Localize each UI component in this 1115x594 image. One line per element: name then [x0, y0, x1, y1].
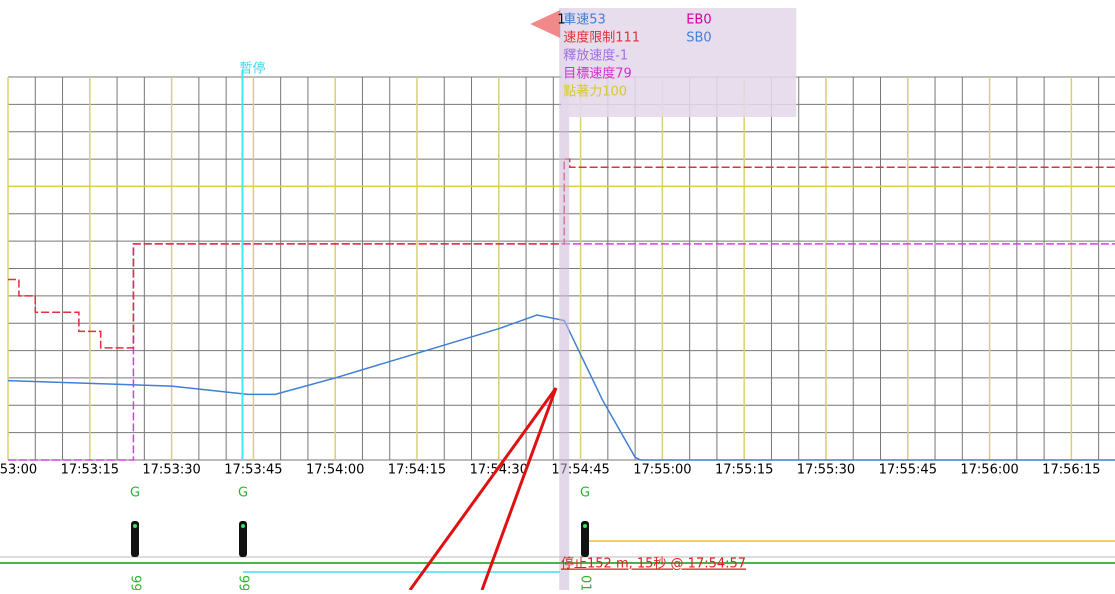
signal-icon — [581, 521, 589, 557]
legend-item: 釋放速度-1 — [563, 48, 628, 64]
x-tick-label: 17:54:30 — [470, 463, 528, 478]
annotation-stroke — [480, 387, 558, 591]
x-tick-label: 17:55:30 — [797, 463, 855, 478]
series-line — [7, 314, 1115, 461]
legend-item: EB0 — [686, 13, 711, 28]
x-tick-label: 17:56:15 — [1042, 463, 1100, 478]
x-tick-label: 17:53:15 — [61, 463, 119, 478]
legend-item: 目標速度79 — [563, 66, 632, 82]
cursor-arrow — [530, 10, 561, 38]
signal-aspect: G — [580, 486, 590, 501]
signal: G 992 — [128, 486, 143, 594]
cursor-band — [559, 8, 570, 590]
series-line — [8, 243, 1115, 461]
x-tick-label: 17:55:45 — [879, 463, 937, 478]
stop-note: 停止152 m, 15秒 @ 17:54:57 — [561, 556, 746, 572]
legend-item: SB0 — [686, 31, 711, 46]
signal-lamp — [583, 524, 587, 528]
cursor-label: 1 — [557, 13, 565, 28]
x-tick-label: 17:53:30 — [142, 463, 200, 478]
legend-item: 點著力100 — [563, 85, 627, 100]
x-tick-label: 17:56:00 — [960, 463, 1018, 478]
x-tick-label: 17:55:00 — [633, 463, 691, 478]
signal-id: 992 — [128, 575, 143, 590]
signal-icon — [131, 521, 139, 557]
x-tick-label: 17:53:45 — [224, 463, 282, 478]
signal-icon — [239, 521, 247, 557]
x-tick-label: 17:53:00 — [0, 463, 37, 478]
signal-id: 991 — [236, 575, 251, 590]
x-tick-label: 17:54:00 — [306, 463, 364, 478]
pause-label: 暫停 — [239, 61, 265, 77]
signal: G 991 — [236, 486, 251, 594]
signal: G 010 — [578, 486, 593, 594]
annotation-stroke — [408, 387, 558, 591]
legend-item: 車速53 — [563, 13, 606, 28]
x-tick-label: 17:54:15 — [388, 463, 446, 478]
legend-item: 速度限制111 — [563, 30, 640, 46]
signal-aspect: G — [130, 486, 140, 501]
signal-lamp — [133, 524, 137, 528]
signal-aspect: G — [238, 486, 248, 501]
signal-lamp — [241, 524, 245, 528]
legend-box — [561, 8, 797, 117]
signal-id: 010 — [578, 575, 593, 590]
x-tick-label: 17:55:15 — [715, 463, 773, 478]
